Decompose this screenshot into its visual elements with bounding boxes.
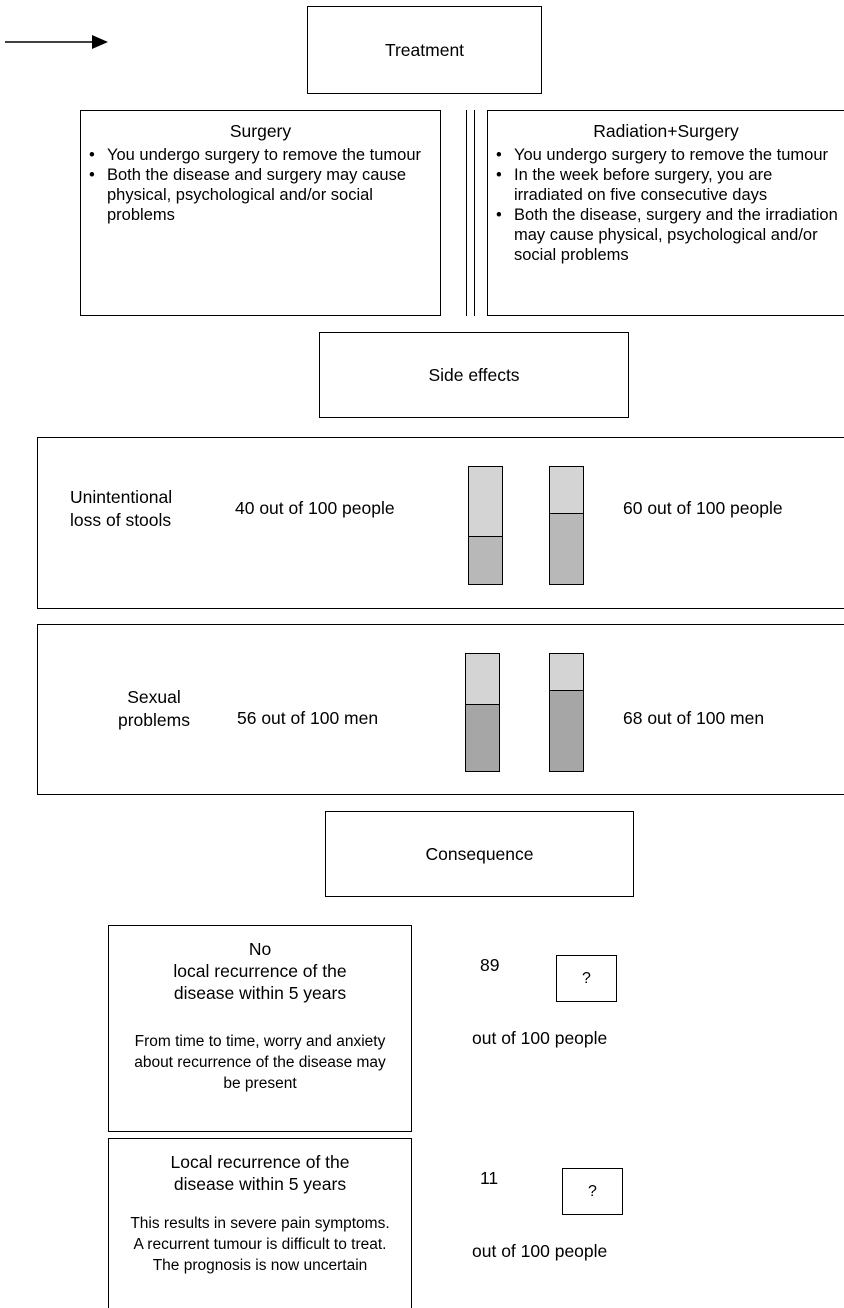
treatment-title-box: Treatment — [307, 6, 542, 94]
option-divider — [466, 110, 467, 316]
radiation-surgery-bullet: In the week before surgery, you are irra… — [488, 165, 844, 205]
side-effect-right-bar — [549, 653, 584, 772]
surgery-bullet: You undergo surgery to remove the tumour — [81, 145, 432, 165]
side-effect-left-bar — [465, 653, 500, 772]
side-effect-label: Unintentional loss of stools — [70, 487, 173, 530]
side-effect-right-value: 60 out of 100 people — [623, 498, 783, 518]
side-effect-left-bar-fill — [469, 536, 502, 584]
outcome-unknown-box: ? — [556, 955, 617, 1002]
right-arrow-icon — [5, 35, 108, 49]
outcome-count-label: out of 100 people — [472, 1241, 608, 1261]
side-effects-title: Side effects — [428, 364, 520, 385]
side-effect-label: Sexual problems — [118, 687, 190, 730]
side-effects-title-box: Side effects — [319, 332, 629, 418]
surgery-bullet-list: You undergo surgery to remove the tumour… — [81, 145, 432, 225]
surgery-title: Surgery — [229, 121, 292, 141]
side-effect-right-bar-fill — [550, 690, 583, 771]
outcome-count: 89 — [480, 955, 500, 975]
outcome-box: No local recurrence of the disease withi… — [108, 925, 412, 1132]
side-effect-right-value: 68 out of 100 men — [623, 708, 765, 728]
side-effect-left-value: 56 out of 100 men — [237, 708, 379, 728]
consequence-title: Consequence — [425, 843, 534, 864]
outcome-title: No local recurrence of the disease withi… — [173, 939, 347, 1003]
side-effect-row: Sexual problems 56 out of 100 men 68 out… — [37, 624, 844, 795]
side-effect-right-bar — [549, 466, 584, 585]
outcome-count-label: out of 100 people — [472, 1028, 608, 1048]
consequence-title-box: Consequence — [325, 811, 634, 897]
side-effect-left-bar-fill — [466, 704, 499, 771]
radiation-surgery-bullet: Both the disease, surgery and the irradi… — [488, 205, 844, 265]
radiation-surgery-bullet: You undergo surgery to remove the tumour — [488, 145, 844, 165]
outcome-box: Local recurrence of the disease within 5… — [108, 1138, 412, 1308]
radiation-surgery-title: Radiation+Surgery — [593, 121, 739, 141]
surgery-bullet: Both the disease and surgery may cause p… — [81, 165, 432, 225]
outcome-description: This results in severe pain symptoms. A … — [130, 1215, 390, 1274]
side-effect-right-bar-fill — [550, 512, 583, 584]
radiation-surgery-bullet-list: You undergo surgery to remove the tumour… — [488, 145, 844, 265]
side-effect-row: Unintentional loss of stools 40 out of 1… — [37, 437, 844, 609]
side-effect-left-bar — [468, 466, 503, 585]
outcome-description: From time to time, worry and anxiety abo… — [134, 1033, 386, 1092]
outcome-unknown-box: ? — [562, 1168, 623, 1215]
outcome-title: Local recurrence of the disease within 5… — [170, 1152, 350, 1194]
option-divider — [474, 110, 475, 316]
treatment-title: Treatment — [384, 39, 465, 60]
side-effect-left-value: 40 out of 100 people — [235, 498, 395, 518]
outcome-count: 11 — [480, 1168, 499, 1188]
surgery-option-box: Surgery You undergo surgery to remove th… — [80, 110, 441, 316]
radiation-surgery-option-box: Radiation+Surgery You undergo surgery to… — [487, 110, 844, 316]
